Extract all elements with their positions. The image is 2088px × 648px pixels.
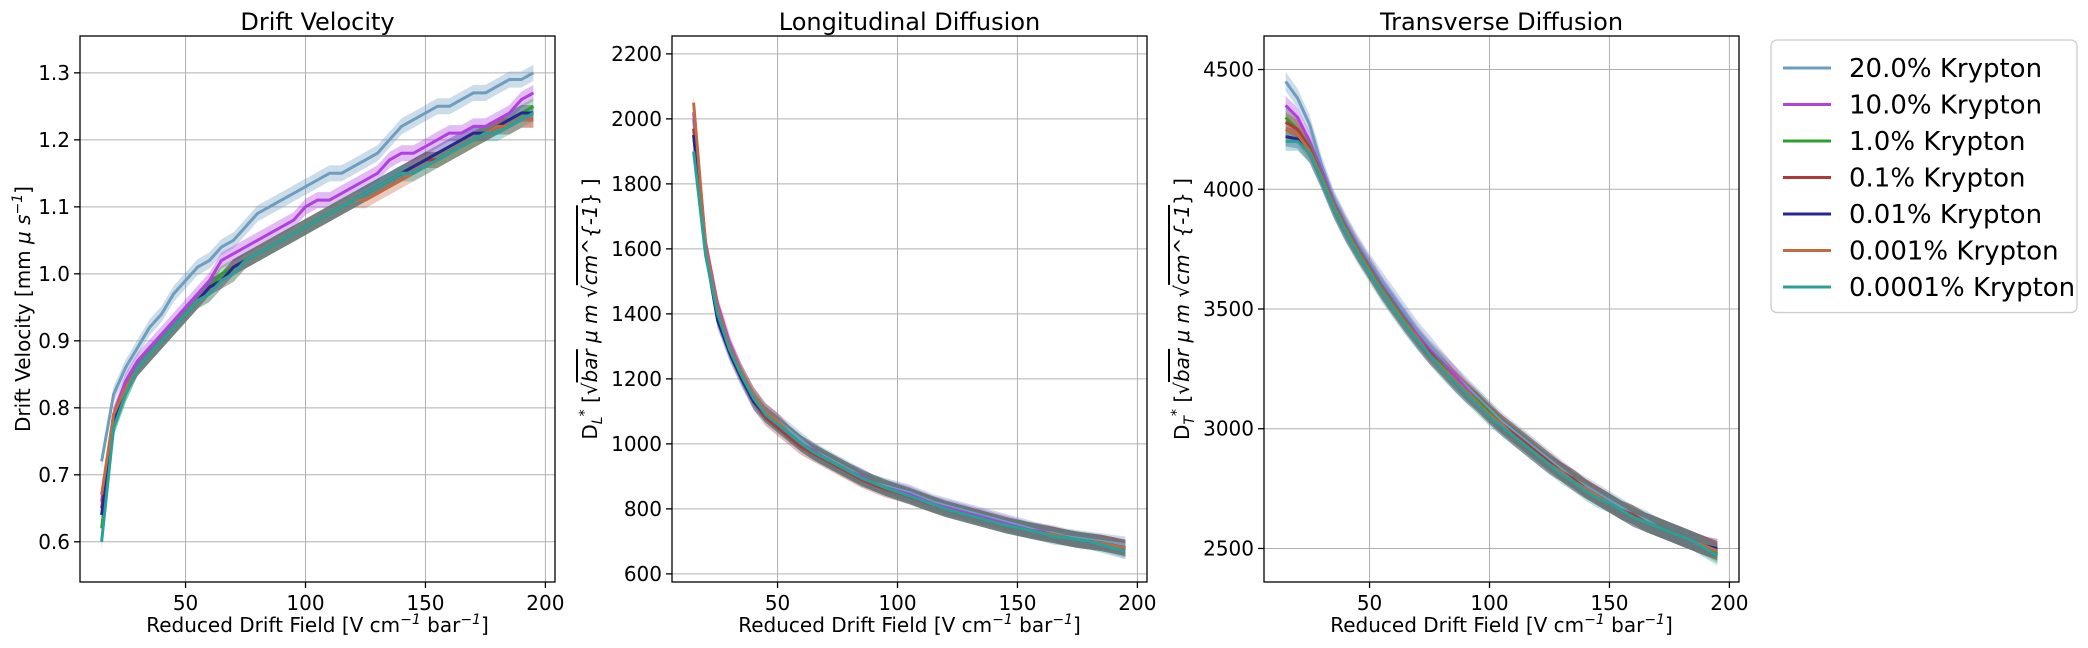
- legend-entry-20-0-krypton: 20.0% Krypton: [1783, 54, 2042, 84]
- panel-transverse-diffusion: 50 100 150 200 2500 3000 3500 4000 4500 Transvers…: [1169, 8, 1748, 637]
- y-tick-label: 3500: [1203, 297, 1254, 321]
- series-band-10-0-krypton: [101, 84, 534, 510]
- y-tick-label: 1800: [611, 172, 662, 196]
- legend-label: 0.0001% Krypton: [1849, 273, 2075, 303]
- x-tick-label: 150: [998, 591, 1036, 615]
- legend-label: 10.0% Krypton: [1849, 91, 2042, 121]
- legend-label: 0.1% Krypton: [1849, 164, 2026, 194]
- y-tick-label: 800: [624, 497, 662, 521]
- y-tick-label: 4500: [1203, 58, 1254, 82]
- series-band-0-1-krypton: [1285, 112, 1718, 561]
- plot-area: [1284, 71, 1719, 566]
- y-axis-label: DT​*​ [√bar μ m √cm^{-1} ]: [1169, 178, 1198, 440]
- y-tick-label: 4000: [1203, 177, 1254, 201]
- series-band-1-0-krypton: [1285, 107, 1718, 563]
- axes-frame: [671, 35, 1148, 583]
- y-tick-label: 2200: [611, 42, 662, 66]
- legend-label: 0.001% Krypton: [1849, 237, 2059, 267]
- axes-frame: [79, 35, 556, 583]
- y-tick-label: 2500: [1203, 536, 1254, 560]
- x-tick-label: 100: [1470, 591, 1508, 615]
- series-band-0-0001-krypton: [1285, 131, 1718, 566]
- legend-entry-0-01-krypton: 0.01% Krypton: [1783, 200, 2042, 230]
- y-tick-label: 600: [624, 562, 662, 586]
- series-band-0-01-krypton: [1285, 127, 1718, 559]
- series-band-1-0-krypton: [101, 98, 534, 537]
- legend-entry-0-0001-krypton: 0.0001% Krypton: [1783, 273, 2075, 303]
- series-band-0-1-krypton: [101, 111, 534, 517]
- y-axis-label: Drift Velocity [mm μ s−1​]: [10, 186, 35, 432]
- series-line-1-0-krypton: [100, 104, 535, 529]
- panel-drift-velocity: 50 100 150 200 0.6 0.7 0.8 0.9 1.0 1.1 1.2 1.3 Drift…: [10, 8, 564, 637]
- x-tick-label: 200: [1118, 591, 1156, 615]
- series-band-0-01-krypton: [101, 105, 534, 523]
- legend-entry-1-0-krypton: 1.0% Krypton: [1783, 127, 2026, 157]
- chart-title: Drift Velocity: [240, 8, 394, 36]
- y-tick-label: 0.6: [38, 530, 70, 554]
- y-tick-label: 1.2: [38, 128, 70, 152]
- series-line-10-0-krypton: [1284, 104, 1718, 553]
- x-axis-label: Reduced Drift Field [V cm−1​ bar−1​]: [738, 612, 1081, 637]
- chart-title: Longitudinal Diffusion: [779, 8, 1040, 36]
- x-tick-label: 50: [173, 591, 198, 615]
- panel-longitudinal-diffusion: 50 100 150 200 600 800 1000 1200 1400 1600 1800 200…: [577, 8, 1156, 637]
- x-tick-label: 150: [406, 591, 444, 615]
- x-tick-label: 200: [526, 591, 564, 615]
- plot-area: [100, 64, 535, 550]
- y-tick-label: 1400: [611, 302, 662, 326]
- y-tick-label: 0.9: [38, 329, 70, 353]
- legend-entry-0-001-krypton: 0.001% Krypton: [1783, 237, 2059, 267]
- legend-box: [1770, 39, 2078, 314]
- legend-entry-0-1-krypton: 0.1% Krypton: [1783, 164, 2026, 194]
- axes-frame: [1263, 35, 1740, 583]
- chart-title: Transverse Diffusion: [1379, 8, 1623, 36]
- legend: 20.0% Krypton 10.0% Krypton 1.0% Krypton 0.…: [1770, 39, 2078, 314]
- series-line-20-0-krypton: [692, 118, 1126, 547]
- legend-label: 20.0% Krypton: [1849, 54, 2042, 84]
- series-band-0-001-krypton: [101, 111, 534, 503]
- y-tick-label: 2000: [611, 107, 662, 131]
- series-line-0-0001-krypton: [1285, 139, 1719, 557]
- x-tick-label: 100: [878, 591, 916, 615]
- x-tick-label: 100: [286, 591, 324, 615]
- y-tick-label: 0.8: [38, 396, 70, 420]
- series-line-20-0-krypton: [1284, 80, 1718, 553]
- series-band-0-001-krypton: [1285, 119, 1718, 561]
- series-band-10-0-krypton: [1285, 95, 1718, 561]
- y-axis-label: DL​*​ [√bar μ m √cm^{-1} ]: [577, 178, 606, 439]
- series-line-0-0001-krypton: [100, 111, 535, 542]
- plot-area: [692, 94, 1126, 560]
- series-line-0-1-krypton: [1284, 120, 1718, 553]
- y-tick-label: 0.7: [38, 463, 70, 487]
- x-tick-label: 200: [1710, 591, 1748, 615]
- series-line-1-0-krypton: [1284, 116, 1719, 555]
- series-line-20-0-krypton: [100, 71, 535, 462]
- series-line-10-0-krypton: [100, 91, 535, 502]
- x-tick-label: 50: [765, 591, 790, 615]
- x-tick-label: 50: [1357, 591, 1382, 615]
- y-tick-label: 3000: [1203, 417, 1254, 441]
- series-line-0-0001-krypton: [692, 151, 1126, 553]
- x-axis-label: Reduced Drift Field [V cm−1​ bar−1​]: [146, 612, 489, 637]
- y-tick-label: 1.3: [38, 61, 70, 85]
- x-axis-label: Reduced Drift Field [V cm−1​ bar−1​]: [1330, 612, 1673, 637]
- y-tick-label: 1000: [611, 432, 662, 456]
- y-tick-label: 1.1: [38, 195, 70, 219]
- series-line-10-0-krypton: [692, 112, 1126, 551]
- series-line-0-01-krypton: [1285, 135, 1718, 550]
- legend-label: 0.01% Krypton: [1849, 200, 2042, 230]
- x-tick-label: 150: [1590, 591, 1628, 615]
- y-tick-label: 1200: [611, 367, 662, 391]
- y-tick-label: 1600: [611, 237, 662, 261]
- legend-entry-10-0-krypton: 10.0% Krypton: [1783, 91, 2042, 121]
- y-tick-label: 1.0: [38, 262, 70, 286]
- series-line-0-001-krypton: [692, 102, 1126, 550]
- series-band-20-0-krypton: [1285, 71, 1718, 561]
- legend-label: 1.0% Krypton: [1849, 127, 2026, 157]
- series-line-0-001-krypton: [1285, 128, 1718, 553]
